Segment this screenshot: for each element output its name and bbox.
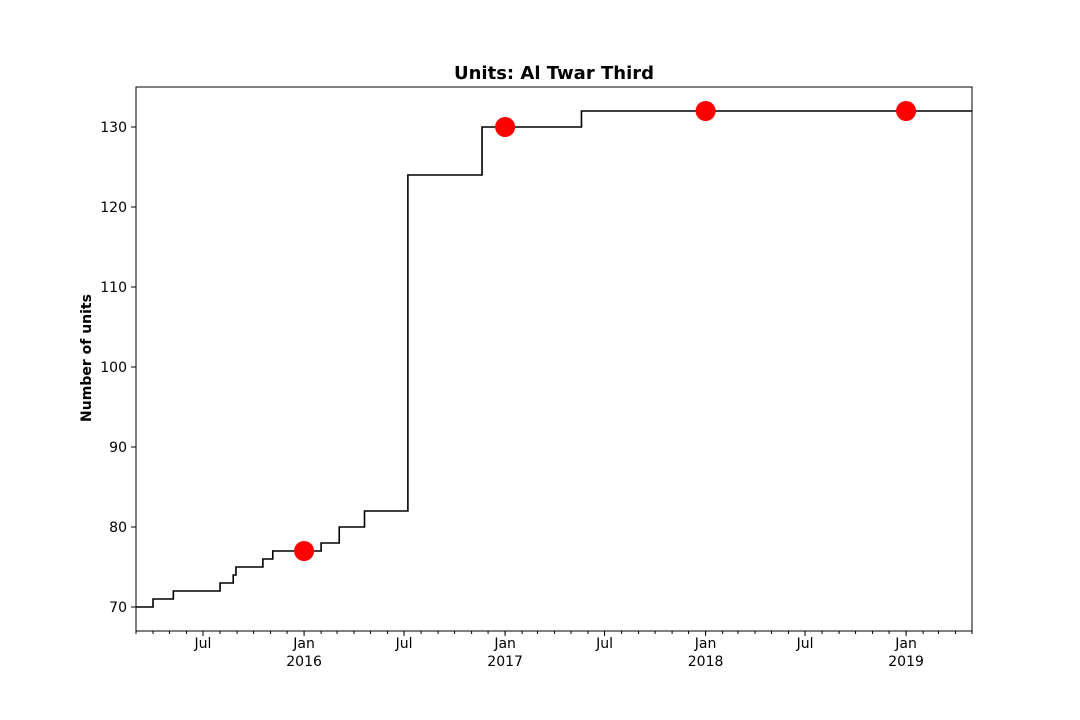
x-tick-year-label: 2018 [688,654,724,670]
data-point-marker [896,101,917,121]
chart-title: Units: Al Twar Third [454,63,654,84]
y-tick-label: 110 [100,280,127,296]
x-tick-label: Jan [894,636,917,652]
x-tick-label: Jan [694,636,717,652]
data-point-marker [294,541,315,561]
ticks: 70 80 90 100 110 120 130 Jul Jan 2016 Jul Jan 2017 Ju… [100,120,973,670]
data-point-marker [495,117,516,137]
y-tick-label: 80 [109,520,127,536]
x-tick-label: Jul [395,636,413,652]
plot-area [136,101,972,608]
axes-frame [135,86,973,632]
y-tick-label: 70 [109,600,127,616]
data-point-marker [695,101,716,121]
x-tick-label: Jul [194,636,212,652]
y-tick-label: 90 [109,440,127,456]
x-tick-label: Jan [292,636,315,652]
y-axis-label: Number of units [79,294,95,422]
x-tick-label: Jul [796,636,814,652]
units-step-line [136,110,972,608]
x-tick-label: Jan [493,636,516,652]
x-tick-year-label: 2016 [286,654,322,670]
y-tick-label: 100 [100,360,127,376]
x-tick-year-label: 2019 [888,654,924,670]
y-tick-label: 120 [100,200,127,216]
x-tick-label: Jul [595,636,613,652]
y-tick-label: 130 [100,120,127,136]
x-tick-year-label: 2017 [487,654,523,670]
